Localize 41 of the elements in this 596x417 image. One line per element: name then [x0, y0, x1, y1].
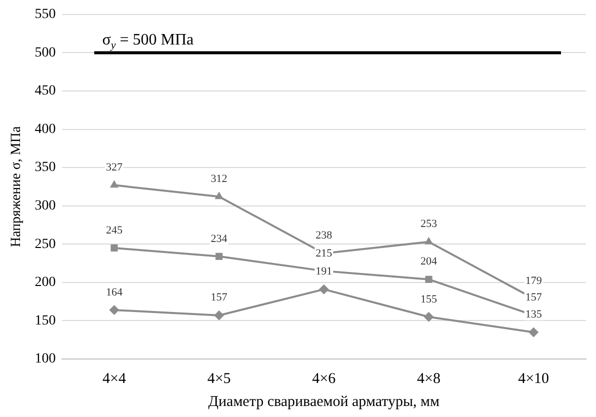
data-label: 155	[420, 293, 438, 306]
data-label: 135	[525, 308, 542, 321]
data-label: 157	[210, 292, 228, 304]
data-label: 253	[420, 218, 438, 230]
point	[110, 180, 119, 188]
y-tick-label: 400	[34, 122, 56, 137]
point	[528, 327, 539, 338]
data-label: 238	[316, 230, 333, 242]
data-label: 245	[106, 224, 123, 236]
data-label: 164	[106, 286, 123, 298]
y-tick-label: 300	[34, 198, 56, 214]
y-tick-label: 200	[34, 275, 56, 290]
y-axis-title: Напряжение σ, МПа	[9, 126, 24, 248]
data-label: 234	[210, 232, 228, 245]
point	[424, 236, 434, 244]
x-axis-title: Диаметр свариваемой арматуры, мм	[208, 394, 440, 410]
y-tick-label: 150	[34, 313, 56, 328]
x-tick-label: 4×5	[207, 370, 231, 387]
y-tick-label: 250	[34, 236, 56, 252]
x-tick-label: 4×8	[417, 370, 440, 387]
y-tick-label: 550	[34, 7, 56, 22]
y-tick-label: 500	[34, 45, 56, 60]
y-tick-label: 450	[34, 84, 56, 99]
point	[424, 312, 434, 322]
point	[216, 252, 223, 260]
x-tick-label: 4×6	[312, 370, 336, 387]
data-label: 327	[106, 162, 123, 174]
point	[214, 192, 224, 200]
x-tick-label: 4×10	[518, 370, 550, 387]
data-label: 312	[210, 173, 228, 186]
point	[109, 304, 120, 315]
data-label: 204	[420, 256, 438, 268]
point	[110, 244, 118, 252]
y-tick-label: 350	[34, 160, 56, 176]
y-tick-label: 100	[34, 352, 56, 367]
x-tick-label: 4×4	[102, 370, 126, 387]
point	[214, 310, 224, 320]
data-label: 179	[525, 274, 542, 287]
data-label: 215	[316, 247, 333, 260]
point	[318, 284, 329, 294]
point	[425, 276, 432, 283]
